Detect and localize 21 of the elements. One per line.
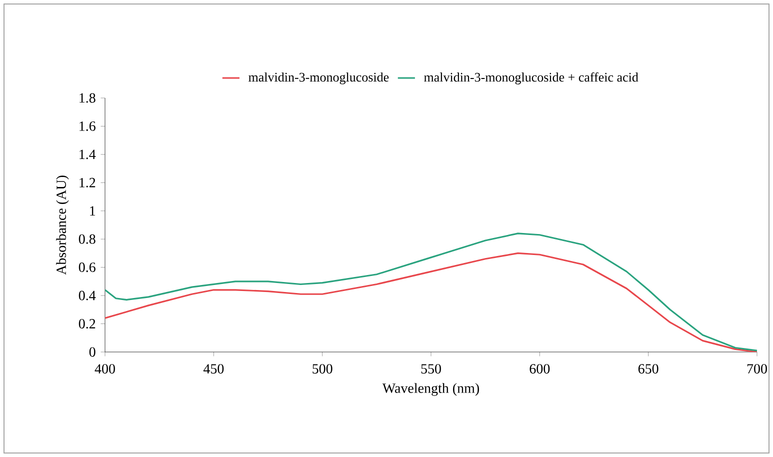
x-tick-label: 550 xyxy=(421,364,441,374)
x-tick-label: 650 xyxy=(638,364,658,374)
x-tick-label: 400 xyxy=(94,364,115,374)
y-tick-label: 0.2 xyxy=(78,319,96,329)
y-tick-label: 1 xyxy=(90,206,96,216)
y-axis-title: Absorbance (AU) xyxy=(56,176,69,275)
y-tick-label: 0.4 xyxy=(78,290,96,300)
x-tick-label: 450 xyxy=(203,364,224,374)
y-tick-label: 0.6 xyxy=(78,262,96,272)
x-tick-label: 500 xyxy=(312,364,332,374)
x-axis-title: Wavelength (nm) xyxy=(382,383,479,396)
y-tick-label: 1.8 xyxy=(80,93,96,103)
y-tick-label: 1.2 xyxy=(80,178,96,188)
legend-label: malvidin-3-monoglucoside xyxy=(248,72,389,84)
x-tick-label: 700 xyxy=(747,364,767,374)
y-tick-label: 1.4 xyxy=(80,150,96,160)
x-tick-label: 600 xyxy=(530,364,550,374)
y-tick-label: 0.8 xyxy=(78,234,96,244)
legend-label: malvidin-3-monoglucoside + caffeic acid xyxy=(424,72,638,84)
y-tick-label: 1.6 xyxy=(80,121,96,131)
y-tick-label: 0 xyxy=(89,347,96,357)
